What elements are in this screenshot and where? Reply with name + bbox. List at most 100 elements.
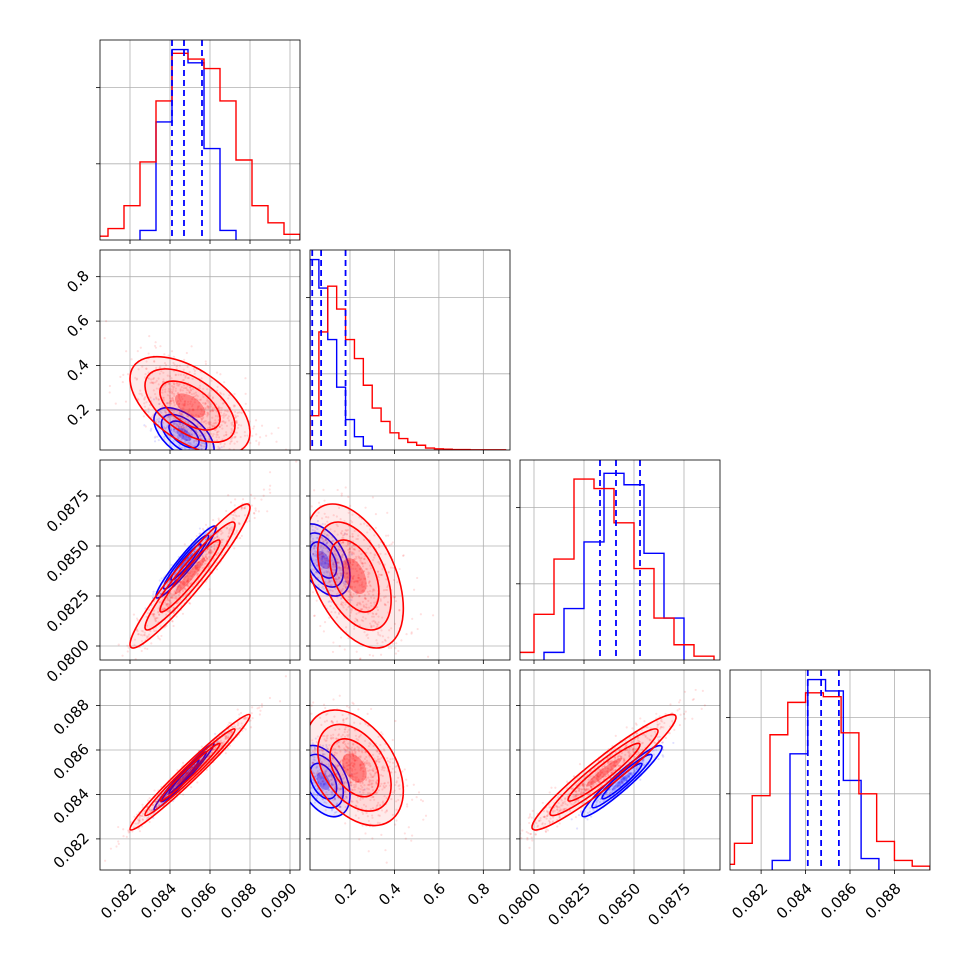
sample-point [198,401,201,404]
sample-point [233,392,236,396]
sample-point [306,533,308,535]
sample-point [196,561,199,564]
sample-point [332,641,335,644]
sample-point [318,586,321,589]
sample-point [199,417,203,420]
sample-point [419,798,423,802]
sample-point [202,387,205,390]
sample-point [185,391,188,394]
sample-point [278,700,282,703]
sample-point [392,578,396,582]
sample-point [401,770,404,773]
sample-point [179,400,182,403]
sample-point [230,526,233,529]
sample-point [232,513,235,517]
sample-point [196,424,199,427]
sample-point [209,550,213,554]
sample-point [169,399,173,403]
sample-point [255,433,258,436]
sample-point [249,441,252,445]
sample-point [252,427,255,430]
sample-point [182,424,185,427]
sample-point [390,627,393,630]
sample-point [240,506,243,509]
sample-point [135,378,138,381]
sample-point [354,567,357,570]
sample-point [339,636,343,639]
sample-point [177,392,180,395]
sample-point [355,589,358,592]
sample-point [303,755,305,757]
sample-point [148,335,151,338]
sample-point [312,547,316,550]
sample-point [201,417,204,420]
sample-point [199,532,202,535]
sample-point [181,588,184,591]
sample-point [164,390,167,393]
sample-point [390,646,393,650]
sample-point [200,580,203,583]
sample-point [327,555,330,558]
sample-point [338,566,341,569]
sample-point [304,756,306,758]
sample-point [179,416,182,420]
sample-point [221,414,225,417]
sample-point [167,415,170,418]
sample-point [175,423,178,427]
sample-point [198,556,201,560]
sample-point [207,421,210,424]
sample-point [184,447,187,450]
sample-point [363,522,366,525]
sample-point [178,443,181,447]
sample-point [175,588,178,591]
sample-point [148,820,151,824]
sample-point [346,567,349,570]
sample-point [332,698,335,701]
sample-point [196,566,199,570]
sample-point [348,559,351,562]
sample-point [332,568,335,572]
sample-point [341,541,345,544]
sample-point [167,594,170,597]
sample-point [328,581,331,584]
sample-point [182,387,186,390]
sample-point [240,424,243,427]
sample-point [300,750,302,752]
sample-point [236,426,240,429]
sample-point [305,775,307,777]
sample-point [295,460,298,463]
sample-point [224,463,226,465]
sample-point [178,433,181,437]
sample-point [211,425,214,428]
sample-point [196,565,199,569]
sample-point [204,554,207,557]
sample-point [314,544,317,547]
sample-point [126,644,129,647]
sample-point [330,611,333,614]
sample-point [308,554,310,556]
sample-point [319,546,322,549]
sample-point [235,515,238,518]
sample-point [153,629,156,633]
sample-point [202,406,205,410]
sample-point [195,566,198,570]
sample-point [195,442,198,445]
sample-point [196,781,199,784]
sample-point [204,406,207,410]
sample-point [189,464,191,466]
sample-point [152,590,155,593]
sample-point [404,837,407,840]
sample-point [170,563,173,567]
sample-point [183,394,186,397]
sample-point [108,391,111,394]
sample-point [193,564,196,567]
sample-point [195,452,197,454]
sample-point [174,591,178,595]
sample-point [209,552,212,555]
sample-point [169,596,173,599]
sample-point [310,550,313,553]
sample-point [329,574,332,577]
sample-point [181,582,184,585]
sample-point [322,488,325,491]
sample-point [323,557,326,560]
